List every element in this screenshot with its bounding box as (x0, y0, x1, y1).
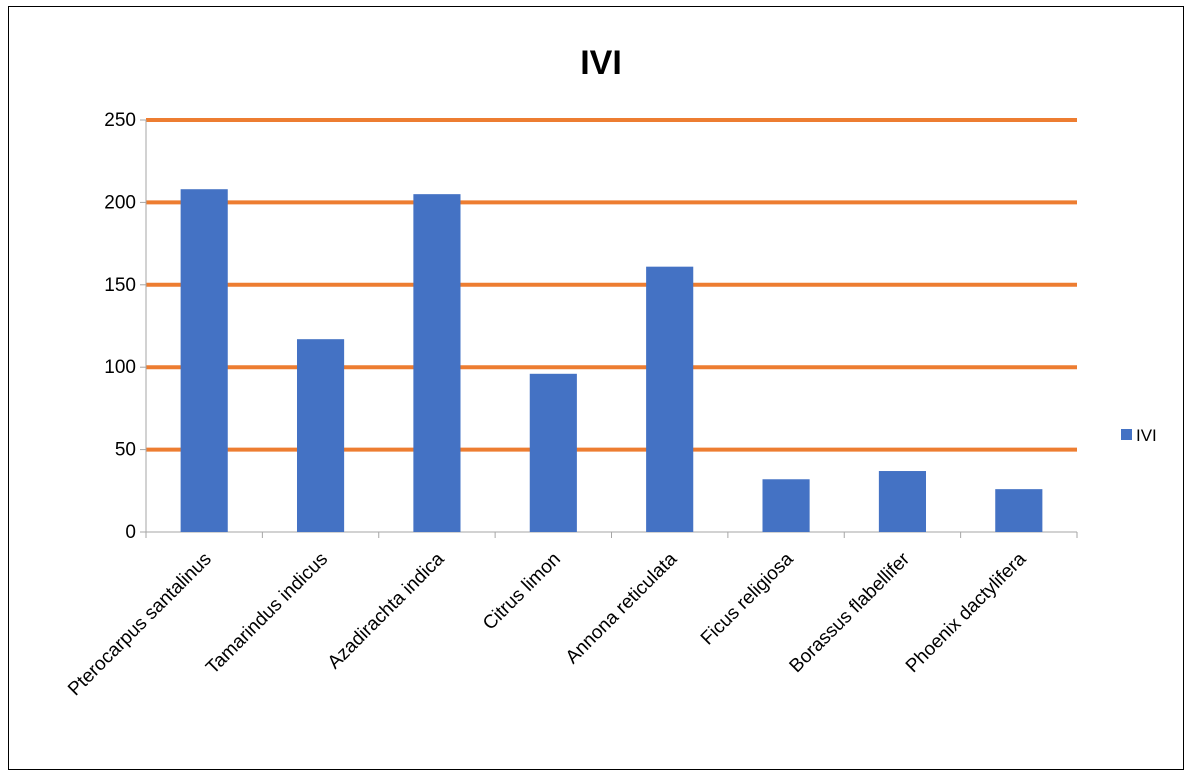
axes (140, 119, 1078, 538)
y-tick-label: 0 (125, 522, 136, 543)
bar (180, 189, 228, 532)
bar-chart: IVI 0 50 100 150 200 250 Pterocarpus santalin… (64, 44, 1157, 700)
bars (180, 189, 1043, 532)
legend-label: IVI (1136, 426, 1157, 445)
x-tick-label: Ficus religiosa (697, 548, 798, 649)
x-tick-label: Tamarindus indicus (202, 549, 332, 679)
bar (762, 479, 810, 532)
x-tick-label: Azadirachta indica (324, 548, 449, 673)
gridlines (146, 118, 1077, 452)
legend-swatch (1121, 429, 1132, 440)
bar (878, 471, 927, 532)
chart-title: IVI (580, 44, 622, 82)
bar (646, 266, 694, 532)
bar (995, 489, 1043, 532)
y-tick-label: 200 (104, 192, 136, 213)
bar (296, 339, 345, 532)
x-tick-label: Annona reticulata (562, 548, 682, 668)
x-tick-label: Phoenix dactylifera (902, 548, 1031, 677)
y-tick-labels: 0 50 100 150 200 250 (104, 110, 136, 543)
bar (529, 373, 577, 532)
y-tick-label: 150 (104, 275, 136, 296)
y-tick-label: 250 (104, 110, 136, 131)
x-tick-label: Pterocarpus santalinus (64, 549, 216, 701)
y-tick-label: 100 (104, 357, 136, 378)
x-tick-label: Citrus limon (479, 549, 565, 635)
bar (413, 194, 461, 532)
legend: IVI (1121, 426, 1157, 445)
y-tick-label: 50 (115, 440, 136, 461)
chart-frame: IVI 0 50 100 150 200 250 Pterocarpus santalin… (8, 6, 1184, 770)
x-tick-label: Borassus flabellifer (786, 548, 915, 677)
